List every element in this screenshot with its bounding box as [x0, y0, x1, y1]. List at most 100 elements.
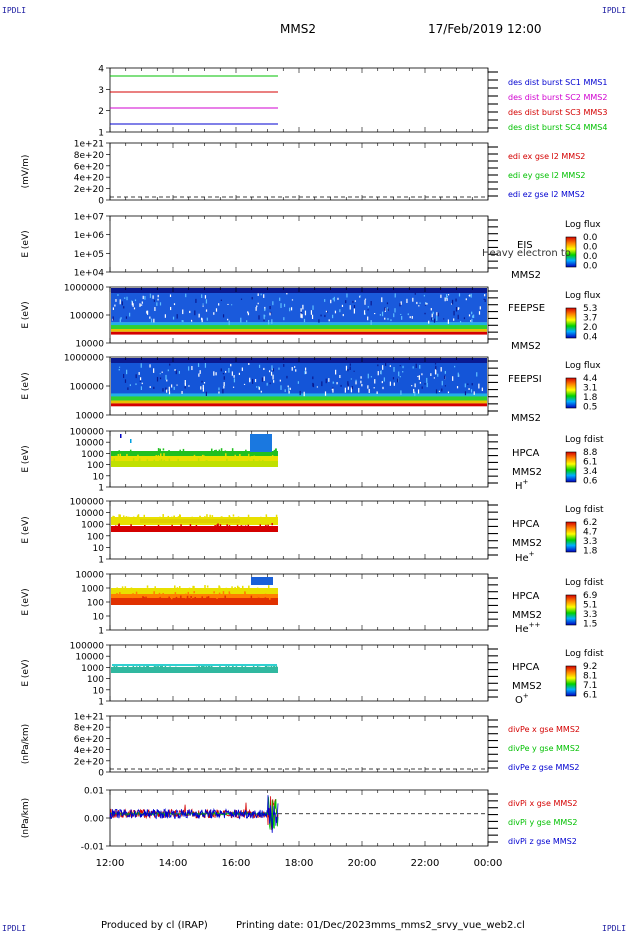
- y-tick-label: 3: [98, 86, 104, 96]
- spec-speckle: [117, 461, 120, 466]
- colorbar-tick-label: 2.0: [583, 323, 598, 333]
- spec-speckle: [147, 665, 149, 671]
- spec-speckle: [249, 451, 251, 457]
- spec-speckle: [218, 391, 220, 394]
- spec-speckle: [215, 372, 217, 376]
- spec-speckle: [157, 298, 159, 301]
- spec-block: [251, 577, 273, 585]
- spec-speckle: [121, 586, 124, 591]
- spec-speckle: [161, 371, 163, 373]
- spec-speckle: [471, 315, 474, 318]
- spec-speckle: [325, 310, 328, 313]
- spec-speckle: [113, 458, 115, 462]
- spec-speckle: [304, 367, 307, 371]
- spec-speckle: [193, 585, 195, 589]
- spec-speckle: [414, 391, 416, 396]
- spec-speckle: [426, 377, 428, 383]
- colorbar: [565, 377, 577, 409]
- spec-speckle: [180, 524, 182, 527]
- spec-speckle: [384, 307, 386, 311]
- spec-speckle: [188, 366, 190, 371]
- spec-speckle: [353, 370, 355, 372]
- spec-speckle: [155, 665, 157, 670]
- spec-speckle: [200, 386, 202, 390]
- spec-speckle: [447, 391, 450, 394]
- spec-speckle: [160, 666, 163, 670]
- spec-speckle: [202, 305, 204, 307]
- spec-speckle: [476, 372, 478, 377]
- y-tick-label: 10000: [75, 571, 104, 581]
- spec-speckle: [407, 313, 409, 316]
- spec-speckle: [201, 596, 203, 601]
- spec-speckle: [219, 667, 222, 672]
- spacecraft-label: MMS2: [512, 610, 542, 621]
- spec-speckle: [264, 597, 267, 600]
- colorbar-tick-label: 6.1: [583, 458, 597, 468]
- spec-speckle: [441, 388, 443, 392]
- spec-band: [111, 396, 487, 401]
- spec-speckle: [149, 364, 151, 368]
- spec-speckle: [118, 450, 120, 455]
- spec-speckle: [445, 294, 448, 300]
- x-tick-label: 18:00: [285, 858, 314, 869]
- spec-speckle: [225, 454, 227, 458]
- spec-speckle: [234, 586, 236, 590]
- y-axis-label: E (eV): [21, 301, 31, 328]
- spec-speckle: [223, 376, 225, 380]
- spec-speckle: [171, 384, 173, 388]
- spec-speckle: [263, 367, 265, 371]
- spec-speckle: [271, 319, 273, 324]
- spec-speckle: [159, 377, 162, 380]
- overlap-text: Heavy electron to: [482, 248, 571, 259]
- spec-speckle: [198, 313, 200, 318]
- spec-speckle: [218, 387, 220, 391]
- spec-speckle: [122, 515, 125, 519]
- spec-band: [111, 331, 487, 335]
- spec-speckle: [211, 515, 214, 519]
- spec-speckle: [271, 523, 273, 526]
- spec-speckle: [415, 363, 417, 368]
- spec-speckle: [359, 295, 361, 298]
- spec-speckle: [443, 318, 445, 320]
- spec-speckle: [166, 389, 168, 393]
- spec-speckle: [328, 319, 330, 322]
- spec-speckle: [419, 381, 421, 384]
- spec-speckle: [312, 383, 315, 388]
- spec-speckle: [220, 448, 223, 451]
- spec-speckle: [412, 366, 414, 369]
- spec-speckle: [138, 460, 140, 465]
- spec-speckle: [117, 294, 119, 296]
- spec-speckle: [168, 451, 171, 454]
- spec-speckle: [416, 301, 418, 305]
- spec-speckle: [222, 372, 225, 375]
- spec-speckle: [310, 310, 313, 315]
- spec-speckle: [455, 307, 458, 312]
- spec-speckle: [478, 311, 481, 315]
- spec-speckle: [374, 312, 376, 315]
- spec-speckle: [436, 315, 438, 321]
- spec-speckle: [157, 294, 159, 298]
- colorbar-title: Log fdist: [565, 435, 604, 445]
- spec-speckle: [414, 383, 416, 388]
- spec-speckle: [115, 455, 117, 459]
- legend-entry: des dist burst SC3 MMS3: [508, 108, 607, 117]
- spec-speckle: [209, 514, 211, 519]
- spec-speckle: [163, 453, 165, 457]
- spec-speckle: [229, 516, 231, 520]
- spec-speckle: [303, 318, 306, 323]
- spec-speckle: [373, 387, 375, 389]
- spec-speckle: [232, 526, 235, 530]
- spec-speckle: [229, 597, 232, 602]
- spec-speckle: [205, 526, 208, 529]
- spec-speckle: [263, 294, 265, 298]
- spec-speckle: [253, 450, 255, 455]
- spec-speckle: [143, 514, 145, 518]
- spec-speckle: [215, 449, 217, 453]
- spec-speckle: [440, 367, 442, 372]
- spec-speckle: [135, 383, 137, 386]
- spec-speckle: [194, 461, 196, 465]
- spec-speckle: [261, 667, 264, 671]
- spec-speckle: [256, 587, 259, 590]
- y-axis-label: E (eV): [21, 516, 31, 543]
- spec-speckle: [472, 314, 475, 318]
